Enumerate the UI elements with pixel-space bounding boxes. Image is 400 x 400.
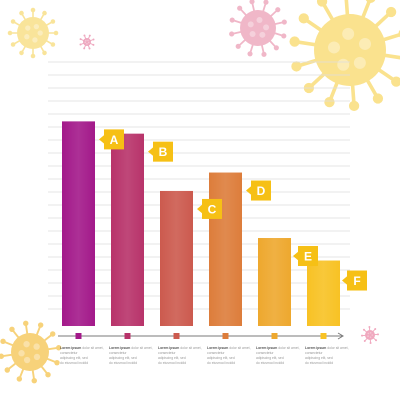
tag-label-b: B [159,145,168,159]
tag-b: B [148,141,173,162]
axis-arrow-icon [337,332,344,340]
caption-3: Lorem ipsum dolor sit amet,consecteturad… [158,346,202,365]
svg-text:consectetur: consectetur [207,351,225,355]
svg-text:adipiscing elit, sed: adipiscing elit, sed [207,356,235,360]
tag-label-c: C [208,202,217,216]
svg-text:Lorem ipsum dolor sit amet,: Lorem ipsum dolor sit amet, [109,346,153,350]
svg-text:Lorem ipsum dolor sit amet,: Lorem ipsum dolor sit amet, [305,346,349,350]
svg-text:adipiscing elit, sed: adipiscing elit, sed [109,356,137,360]
svg-text:adipiscing elit, sed: adipiscing elit, sed [60,356,88,360]
virus-icon [229,0,287,57]
virus-icon [0,320,62,384]
gridlines [48,61,350,310]
virus-icon [7,7,59,59]
axis-marker-a [75,333,82,339]
axis-marker-e [271,333,278,339]
virus-icon [361,326,379,344]
svg-text:adipiscing elit, sed: adipiscing elit, sed [158,356,186,360]
svg-text:do eiusmod incidid: do eiusmod incidid [158,361,186,365]
svg-text:Lorem ipsum dolor sit amet,: Lorem ipsum dolor sit amet, [207,346,251,350]
axis-marker-f [320,333,327,339]
axis-marker-d [222,333,229,339]
svg-text:do eiusmod incidid: do eiusmod incidid [207,361,235,365]
svg-text:Lorem ipsum dolor sit amet,: Lorem ipsum dolor sit amet, [158,346,202,350]
svg-text:do eiusmod incidid: do eiusmod incidid [305,361,333,365]
caption-4: Lorem ipsum dolor sit amet,consecteturad… [207,346,251,365]
svg-text:adipiscing elit, sed: adipiscing elit, sed [256,356,284,360]
tag-e: E [293,246,318,267]
tag-label-f: F [353,274,360,288]
caption-1: Lorem ipsum dolor sit amet,consecteturad… [60,346,104,365]
svg-text:do eiusmod incidid: do eiusmod incidid [256,361,284,365]
tag-a: A [99,129,124,150]
svg-text:consectetur: consectetur [158,351,176,355]
svg-text:consectetur: consectetur [60,351,78,355]
caption-5: Lorem ipsum dolor sit amet,consecteturad… [256,346,300,365]
tag-d: D [246,180,271,201]
svg-text:consectetur: consectetur [109,351,127,355]
svg-text:adipiscing elit, sed: adipiscing elit, sed [305,356,333,360]
svg-text:Lorem ipsum dolor sit amet,: Lorem ipsum dolor sit amet, [60,346,104,350]
virus-icon [79,34,95,50]
axis-marker-b [124,333,131,339]
svg-text:consectetur: consectetur [256,351,274,355]
tag-label-d: D [257,184,266,198]
caption-2: Lorem ipsum dolor sit amet,consecteturad… [109,346,153,365]
tag-label-a: A [110,133,119,147]
tag-f: F [342,270,367,291]
svg-text:do eiusmod incidid: do eiusmod incidid [60,361,88,365]
svg-text:Lorem ipsum dolor sit amet,: Lorem ipsum dolor sit amet, [256,346,300,350]
tag-label-e: E [304,250,312,264]
svg-text:consectetur: consectetur [305,351,323,355]
virus-icon [289,0,400,111]
svg-text:do eiusmod incidid: do eiusmod incidid [109,361,137,365]
tag-c: C [197,198,222,219]
axis-marker-c [173,333,180,339]
caption-6: Lorem ipsum dolor sit amet,consecteturad… [305,346,349,365]
